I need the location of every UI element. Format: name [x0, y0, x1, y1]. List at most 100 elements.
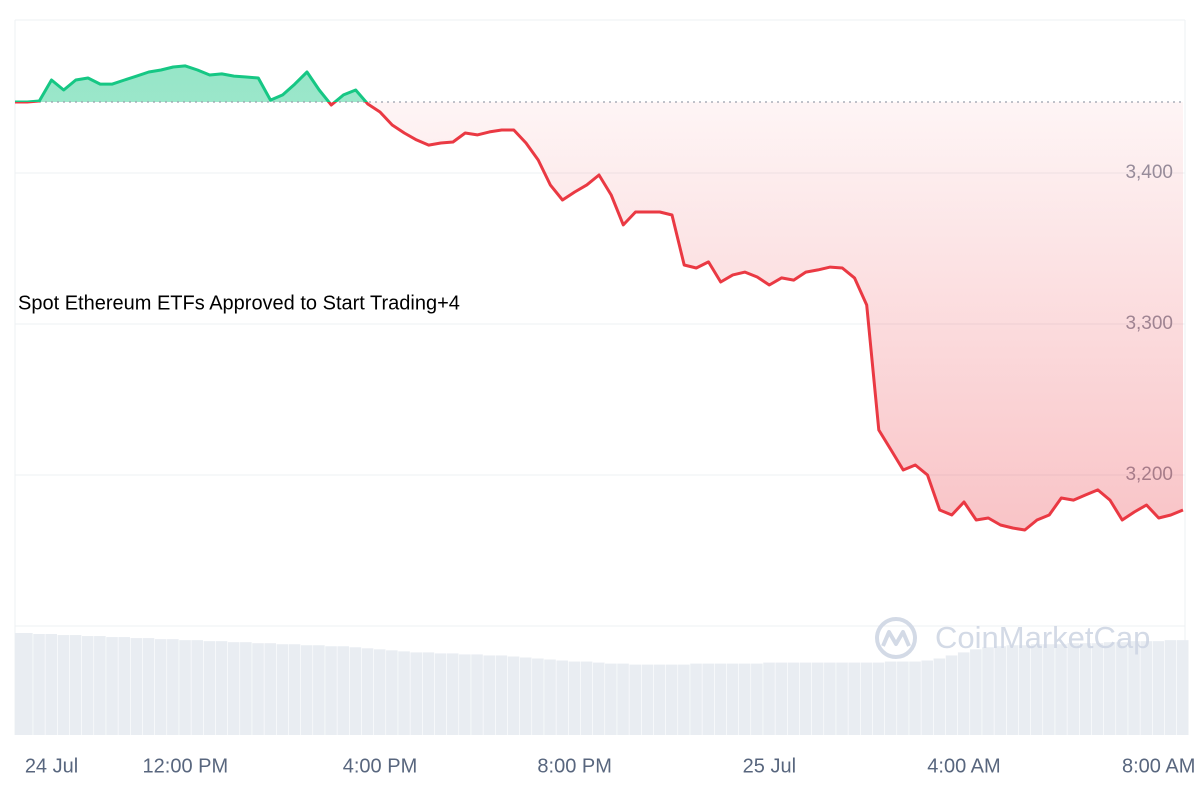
- volume-bar: [1030, 644, 1043, 735]
- volume-bar: [373, 649, 386, 735]
- volume-bar: [1055, 644, 1067, 735]
- volume-bar: [751, 663, 763, 735]
- volume-bar: [532, 658, 544, 735]
- area-up: [15, 65, 367, 103]
- volume-bar: [678, 664, 690, 735]
- volume-bar: [483, 655, 495, 735]
- volume-bar: [605, 663, 617, 735]
- volume-bar: [799, 662, 812, 735]
- volume-bar: [300, 645, 313, 735]
- annotation: Spot Ethereum ETFs Approved to Start Tra…: [18, 292, 460, 314]
- volume-bar: [702, 663, 714, 735]
- volume-bar: [994, 646, 1006, 735]
- volume-bar: [1006, 645, 1019, 735]
- volume-bar: [738, 663, 751, 735]
- volume-bar: [921, 660, 933, 735]
- volume-bar: [1091, 643, 1104, 735]
- volume-bar: [1176, 640, 1189, 735]
- volume-bar: [641, 664, 654, 735]
- volume-bar: [544, 659, 556, 735]
- volume-bar: [1152, 641, 1165, 735]
- volume-bar: [45, 634, 57, 735]
- x-tick-label: 8:00 PM: [537, 755, 611, 777]
- volume-bar: [714, 663, 727, 735]
- volume-bar: [1079, 643, 1092, 735]
- volume-bar: [665, 664, 678, 735]
- volume-bar: [179, 640, 191, 735]
- volume-bar: [1140, 641, 1152, 735]
- x-tick-label: 12:00 PM: [143, 755, 229, 777]
- volume-bar: [945, 655, 958, 735]
- volume-bar: [215, 641, 228, 735]
- volume-bar: [106, 637, 118, 735]
- volume-bar: [15, 633, 27, 735]
- volume-bar: [349, 647, 362, 735]
- volume-bar: [763, 662, 775, 735]
- volume-bar: [617, 663, 629, 735]
- volume-bar: [1116, 642, 1128, 735]
- volume-bar: [933, 658, 946, 735]
- volume-bar: [264, 643, 276, 735]
- volume-bar: [1103, 642, 1116, 735]
- volume-bar: [81, 636, 94, 735]
- volume-bar: [653, 664, 666, 735]
- volume-bar: [361, 648, 374, 735]
- volume-bar: [775, 662, 787, 735]
- volume-bar: [897, 661, 909, 735]
- volume-bar: [726, 663, 739, 735]
- volume-bar: [836, 662, 848, 735]
- volume-bar: [167, 639, 179, 735]
- watermark-text: CoinMarketCap: [935, 620, 1150, 655]
- volume-bar: [1043, 644, 1055, 735]
- volume-bar: [130, 638, 143, 735]
- x-tick-label: 24 Jul: [25, 755, 78, 777]
- x-tick-label: 4:00 PM: [343, 755, 417, 777]
- volume-bar: [33, 634, 45, 735]
- volume-bar: [690, 663, 702, 735]
- volume-bar: [1067, 643, 1079, 735]
- volume-bar: [446, 653, 459, 735]
- volume-bar: [556, 660, 568, 735]
- volume-bar: [459, 654, 471, 735]
- volume-bar: [118, 637, 130, 735]
- volume-bar: [227, 642, 240, 735]
- volume-bar: [860, 662, 873, 735]
- x-tick-label: 8:00 AM: [1122, 755, 1195, 777]
- x-tick-label: 25 Jul: [743, 755, 796, 777]
- volume-bar: [94, 636, 106, 735]
- volume-bar: [787, 662, 800, 735]
- volume-bar: [386, 650, 398, 735]
- volume-bar: [434, 653, 447, 735]
- volume-bar: [824, 662, 836, 735]
- volume-bar: [982, 647, 994, 735]
- volume-bar: [970, 649, 982, 735]
- volume-bar: [519, 657, 532, 735]
- price-line-up: [15, 64, 369, 103]
- volume-bar: [471, 654, 483, 735]
- volume-bar: [957, 652, 970, 735]
- volume-bar: [313, 645, 325, 735]
- volume-bar: [568, 661, 581, 735]
- volume-layer: [15, 633, 1189, 735]
- volume-bar: [21, 633, 33, 735]
- volume-bar: [848, 662, 860, 735]
- volume-bar: [507, 656, 520, 735]
- volume-bar: [495, 655, 508, 735]
- volume-bar: [592, 662, 605, 735]
- volume-bar: [811, 662, 824, 735]
- volume-bar: [398, 651, 410, 735]
- x-tick-label: 4:00 AM: [927, 755, 1000, 777]
- volume-bar: [1128, 641, 1140, 735]
- volume-bar: [909, 661, 921, 735]
- volume-bar: [580, 661, 593, 735]
- volume-bar: [154, 639, 167, 735]
- volume-bar: [872, 662, 885, 735]
- volume-bar: [288, 644, 301, 735]
- volume-bar: [57, 635, 70, 735]
- volume-bar: [69, 635, 82, 735]
- volume-bar: [422, 652, 435, 735]
- volume-bar: [337, 646, 349, 735]
- volume-bar: [203, 641, 216, 735]
- volume-bar: [325, 646, 337, 735]
